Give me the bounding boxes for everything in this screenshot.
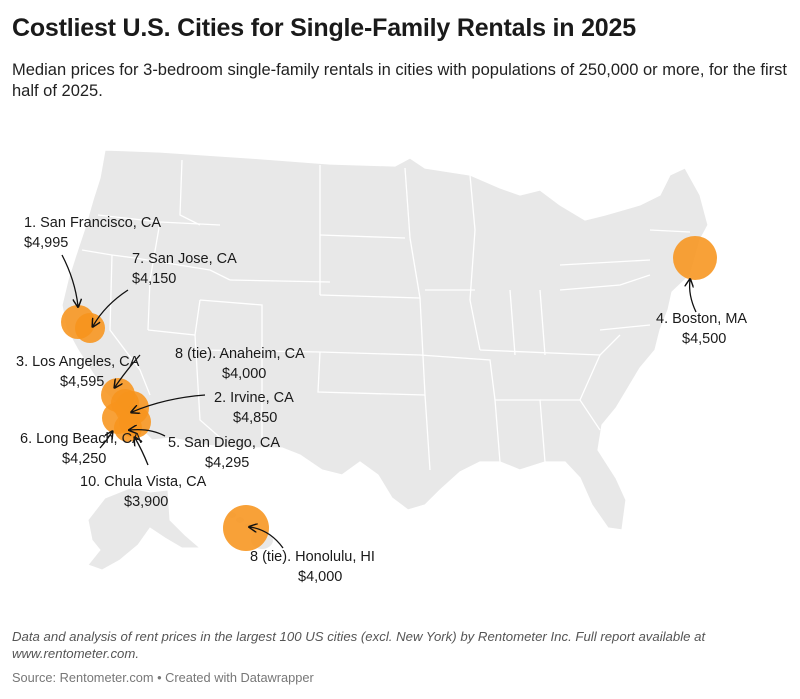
chart-title: Costliest U.S. Cities for Single-Family … <box>12 14 636 42</box>
label-san-diego-name: 5. San Diego, CA <box>168 435 280 451</box>
label-chula-vista-name: 10. Chula Vista, CA <box>80 474 207 490</box>
label-honolulu-name: 8 (tie). Honolulu, HI <box>250 549 375 565</box>
label-boston-name: 4. Boston, MA <box>656 311 747 327</box>
label-chula-vista-price: $3,900 <box>124 494 168 510</box>
footnote: Data and analysis of rent prices in the … <box>12 629 706 661</box>
label-anaheim-name: 8 (tie). Anaheim, CA <box>175 346 305 362</box>
label-san-jose-name: 7. San Jose, CA <box>132 251 237 267</box>
label-irvine-price: $4,850 <box>233 410 277 426</box>
label-san-diego-price: $4,295 <box>205 455 249 471</box>
label-irvine-name: 2. Irvine, CA <box>214 390 294 406</box>
label-san-jose-price: $4,150 <box>132 271 176 287</box>
label-los-angeles-name: 3. Los Angeles, CA <box>16 354 140 370</box>
us-map: 1. San Francisco, CA $4,995 7. San Jose,… <box>16 149 747 585</box>
label-san-francisco-name: 1. San Francisco, CA <box>24 215 161 231</box>
bubble-san-jose <box>75 313 105 343</box>
label-long-beach-price: $4,250 <box>62 451 106 467</box>
us-landmass <box>61 149 709 531</box>
label-honolulu-price: $4,000 <box>298 569 342 585</box>
label-los-angeles-price: $4,595 <box>60 374 104 390</box>
bubble-honolulu <box>223 505 269 551</box>
annotation-arrows <box>61 254 697 549</box>
label-long-beach-name: 6. Long Beach, CA <box>20 431 142 447</box>
source-line: Source: Rentometer.com • Created with Da… <box>12 670 314 685</box>
city-labels: 1. San Francisco, CA $4,995 7. San Jose,… <box>16 215 747 585</box>
label-boston-price: $4,500 <box>682 331 726 347</box>
alaska-landmass <box>87 487 202 571</box>
label-anaheim-price: $4,000 <box>222 366 266 382</box>
chart-subtitle: Median prices for 3-bedroom single-famil… <box>12 61 787 100</box>
state-borders <box>81 159 691 471</box>
bubble-boston <box>673 236 717 280</box>
label-san-francisco-price: $4,995 <box>24 235 68 251</box>
